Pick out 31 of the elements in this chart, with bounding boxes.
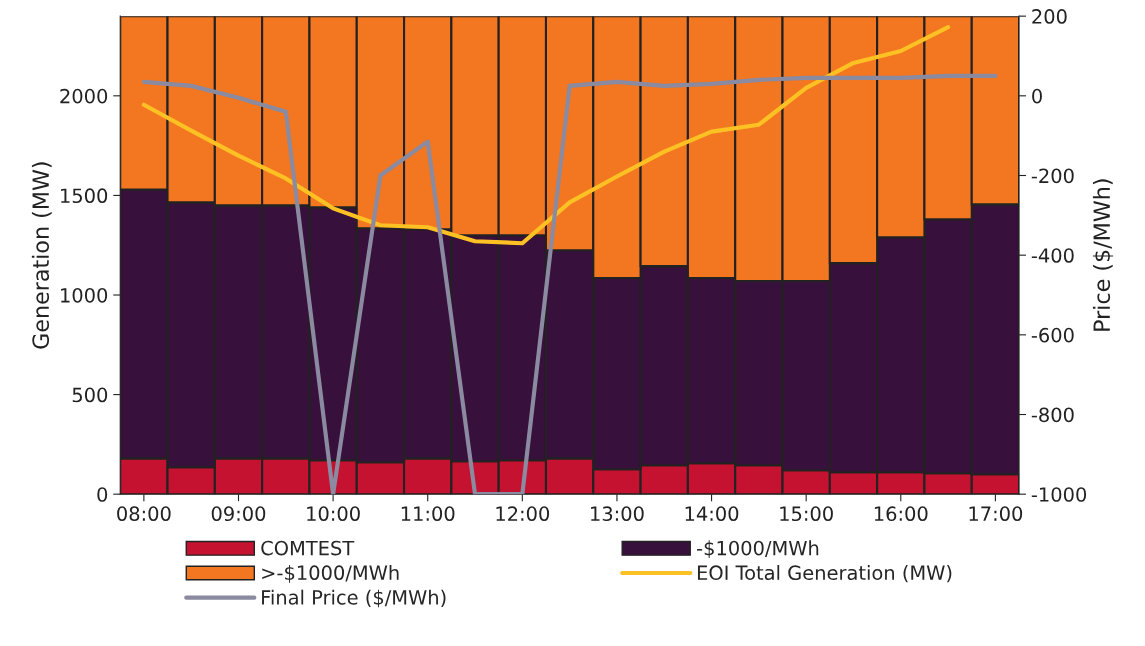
x-tick-label: 13:00 <box>591 506 644 522</box>
y-tick-label: 500 <box>72 387 108 403</box>
legend-label: EOI Total Generation (MW) <box>697 565 952 583</box>
x-tick-label: 11:00 <box>401 506 455 522</box>
line-series <box>141 73 998 495</box>
y2-tick-label: -800 <box>1031 407 1074 423</box>
x-tick-label: 15:00 <box>780 506 833 522</box>
x-tick-label: 14:00 <box>685 506 739 522</box>
y2-tick-label: -400 <box>1031 248 1074 263</box>
legend-label: COMTEST <box>261 540 355 556</box>
x-tick-label: 08:00 <box>117 506 171 522</box>
y-tick-label: 0 <box>97 487 108 502</box>
x-tick-label: 12:00 <box>496 506 550 522</box>
y2-axis-title: Price ($/MWh) <box>1092 179 1114 331</box>
y-tick-label: 1500 <box>61 188 108 204</box>
x-tick-label: 10:00 <box>307 506 360 522</box>
x-tick-label: 16:00 <box>874 506 928 522</box>
x-tick-label: 09:00 <box>211 506 266 522</box>
y2-tick-label: 200 <box>1032 9 1067 24</box>
y-tick-label: 1000 <box>61 287 108 303</box>
y-axis-title: Generation (MW) <box>31 162 52 349</box>
line-series <box>141 25 951 246</box>
y2-tick-label: -200 <box>1031 168 1074 184</box>
legend-label: Final Price ($/MWh) <box>262 589 446 608</box>
legend-label: -$1000/MWh <box>697 540 819 559</box>
y2-tick-label: -600 <box>1031 327 1074 343</box>
y2-tick-label: 0 <box>1032 88 1042 104</box>
y2-tick-label: -1000 <box>1031 487 1087 502</box>
x-tick-label: 17:00 <box>969 506 1023 522</box>
y-tick-label: 2000 <box>60 88 108 104</box>
legend-label: >-$1000/MWh <box>262 565 399 583</box>
